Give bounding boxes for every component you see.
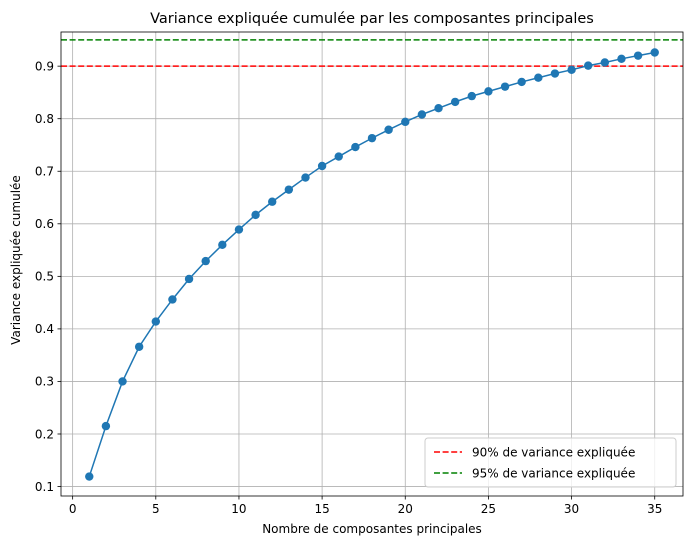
data-point [417, 110, 427, 119]
x-tick-label: 20 [398, 502, 413, 516]
data-point [467, 91, 476, 101]
data-point [168, 295, 177, 304]
data-point [550, 69, 560, 78]
data-point [134, 342, 144, 351]
axes-frame [60, 31, 684, 497]
data-point [351, 142, 360, 152]
data-point [633, 51, 643, 60]
data-point [218, 240, 227, 250]
legend-label-1: 90% de variance expliquée [472, 445, 635, 459]
y-tick-label: 0.8 [35, 112, 54, 126]
data-point [500, 82, 510, 91]
data-point [334, 152, 343, 161]
data-point [118, 377, 127, 386]
data-point [234, 225, 244, 234]
data-point [617, 54, 626, 63]
y-tick-label: 0.7 [35, 165, 54, 179]
data-point [251, 210, 260, 220]
data-point [567, 65, 576, 75]
data-point [367, 133, 377, 143]
x-tick-label: 15 [314, 502, 329, 516]
y-tick-label: 0.3 [35, 375, 54, 389]
data-point [268, 197, 277, 206]
y-tick-label: 0.5 [35, 270, 54, 284]
data-point [450, 97, 460, 107]
y-tick-label: 0.4 [35, 322, 54, 336]
data-point [584, 61, 593, 70]
data-point [484, 87, 493, 96]
plot-area: 0 5 10 15 20 25 30 35 0.1 0.2 0.3 0.4 0.5 0.6 0.7 0.8 0.… [35, 31, 684, 516]
data-point [517, 77, 526, 87]
x-tick-label: 25 [481, 502, 496, 516]
x-axis-label: Nombre de composantes principales [262, 522, 482, 536]
y-tick-label: 0.6 [35, 217, 54, 231]
legend-label-2: 95% de variance expliquée [472, 466, 635, 480]
y-tick-label: 0.2 [35, 427, 54, 441]
data-point [301, 173, 310, 182]
data-point [534, 73, 543, 82]
data-point [650, 48, 659, 57]
data-point [434, 103, 443, 113]
data-point [317, 161, 327, 171]
data-point [284, 185, 294, 194]
legend: 90% de variance expliquée 95% de variance… [424, 437, 677, 488]
x-tick-label: 5 [152, 502, 160, 516]
data-point [600, 58, 610, 67]
data-point [184, 274, 194, 284]
y-tick-label: 0.1 [35, 480, 54, 494]
x-tick-label: 35 [647, 502, 662, 516]
data-point [101, 421, 111, 431]
data-point [201, 256, 210, 266]
y-tick-label: 0.9 [35, 59, 54, 73]
data-point [151, 317, 160, 326]
y-axis-label: Variance expliquée cumulée [9, 175, 23, 345]
data-point [85, 472, 94, 481]
data-point [384, 125, 393, 134]
data-point [401, 117, 410, 127]
x-tick-label: 0 [69, 502, 77, 516]
chart-title: Variance expliquée cumulée par les compo… [150, 11, 594, 27]
x-tick-label: 30 [564, 502, 579, 516]
legend-box [424, 437, 677, 488]
x-tick-label: 10 [231, 502, 246, 516]
